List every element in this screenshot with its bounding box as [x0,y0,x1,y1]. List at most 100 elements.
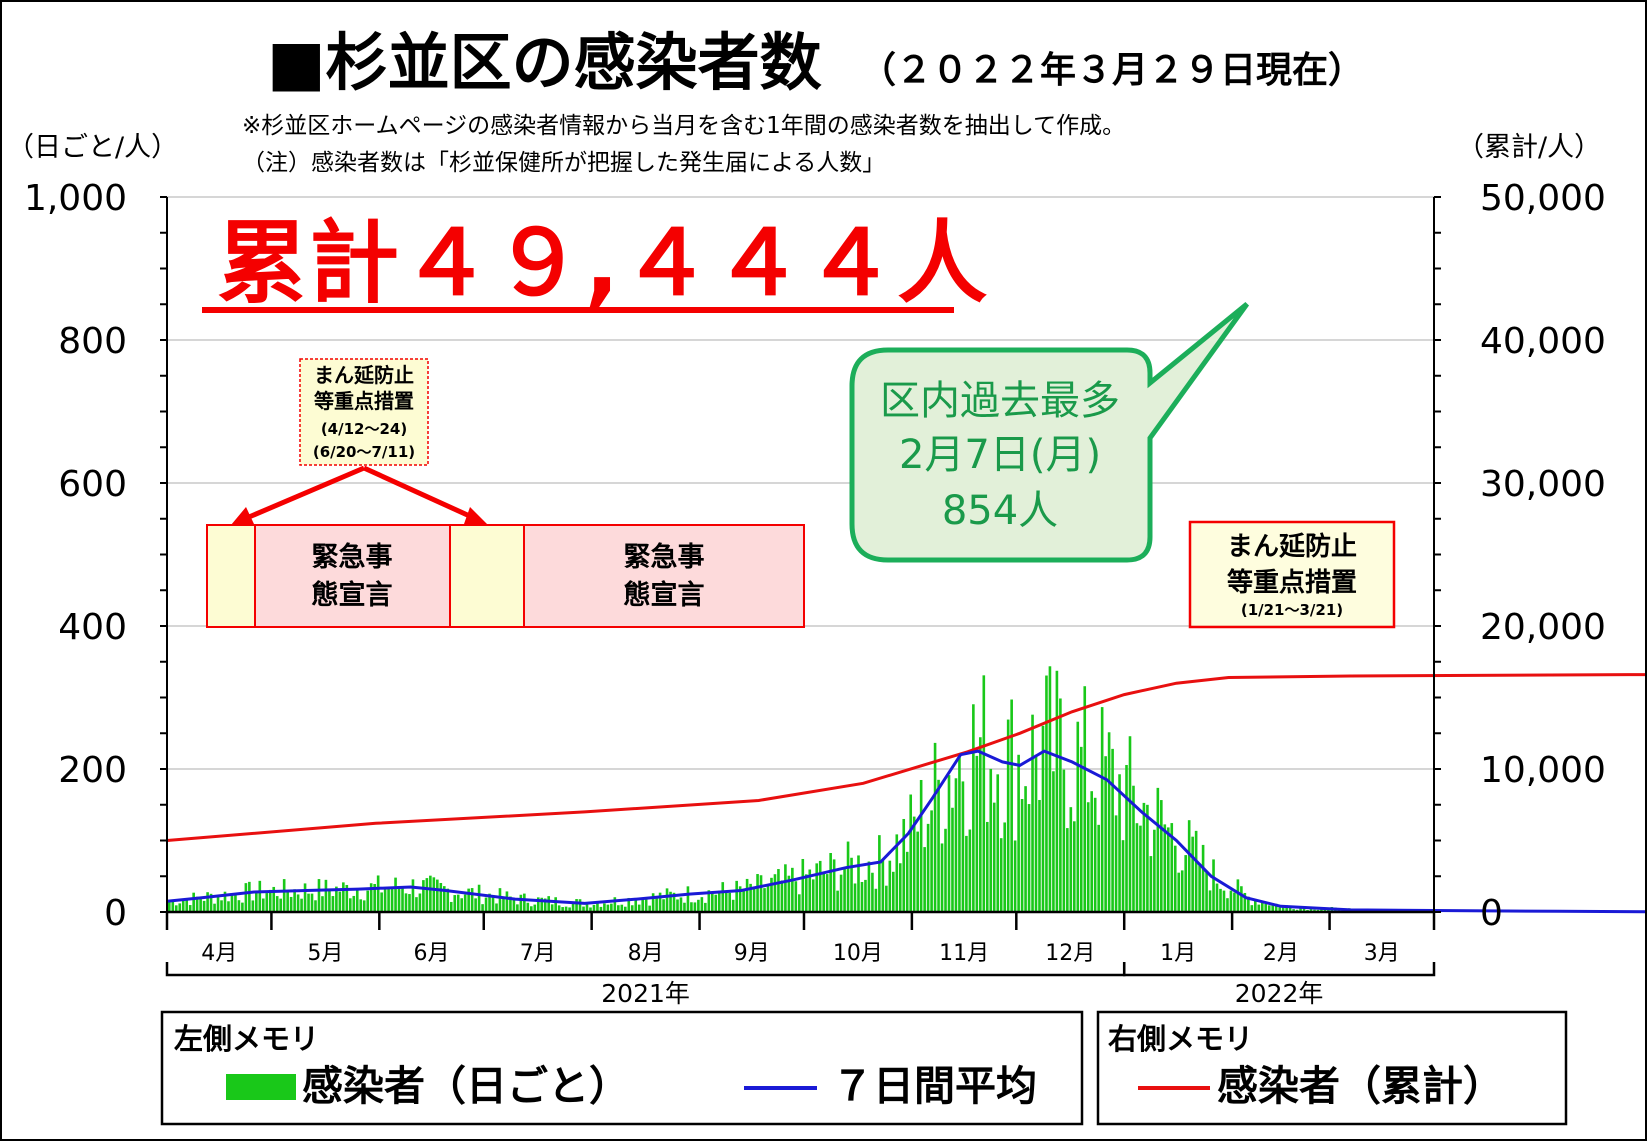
daily-bar [342,882,345,912]
daily-bar [832,859,836,912]
month-label: 9月 [734,941,770,966]
daily-bar [1257,904,1261,912]
daily-bar [314,900,317,912]
daily-bar [345,884,349,912]
daily-bar [658,892,662,912]
month-label: 7月 [520,941,556,966]
daily-bar [697,899,700,912]
daily-bar [843,869,846,912]
daily-bar [1229,890,1233,912]
daily-bar [550,904,554,912]
daily-bar [818,860,822,912]
daily-bar [944,828,947,912]
daily-bar [1149,856,1153,912]
daily-bar [885,885,888,912]
daily-bar [1271,903,1275,912]
daily-bar [979,737,982,912]
callout-line-1: 区内過去最多 [880,378,1120,424]
daily-bar [415,897,418,912]
daily-bar [669,891,672,912]
daily-bar [1187,820,1191,912]
daily-bar [1045,675,1048,912]
daily-bar [1111,748,1114,912]
daily-bar [972,704,975,912]
daily-bar [355,889,359,912]
daily-bar [286,891,289,912]
daily-bar [234,894,237,912]
daily-bar [429,875,432,912]
right-tick-label: 10,000 [1480,750,1606,791]
legend-avg-label: ７日間平均 [832,1062,1037,1110]
daily-bar [846,841,850,912]
cumulative-banner: 累計４９,４４４人 [217,211,989,316]
right-tick-label: 40,000 [1480,321,1606,362]
daily-bar [892,871,895,912]
daily-bar [1079,746,1083,912]
daily-bar [898,863,902,912]
daily-bar [620,904,624,912]
manbou-note-line-3: (4/12～24) [321,420,407,438]
daily-bar [933,742,937,912]
daily-bar [1059,698,1062,912]
measure-overlays: 緊急事態宣言緊急事態宣言まん延防止等重点措置(4/12～24)(6/20～7/1… [206,358,1396,629]
daily-bar [509,896,512,912]
daily-bar [241,902,244,912]
arrow-right-shaft [362,465,476,521]
daily-bar [610,903,613,912]
manbou-2022-line-2: 等重点措置 [1227,567,1357,598]
daily-bar [905,851,909,912]
month-label: 1月 [1160,941,1196,966]
daily-bar [808,869,812,912]
callout-bubble [849,302,1250,563]
daily-bar [1222,890,1226,912]
manbou-note-line-2: 等重点措置 [314,389,414,413]
manbou-2022-line-3: (1/21～3/21) [1241,601,1343,619]
daily-bar [867,861,871,912]
daily-bar [1250,905,1254,912]
daily-bar [655,897,658,912]
daily-bar [679,897,683,912]
month-label: 12月 [1045,941,1095,966]
daily-bar [449,901,453,912]
daily-bar [568,907,571,912]
daily-bar [693,902,697,912]
daily-bar [362,900,366,912]
daily-bar [1069,807,1073,912]
daily-bar [178,903,182,912]
daily-bar [627,897,631,912]
daily-bar [1006,719,1010,912]
daily-bar [502,897,505,912]
daily-bar [589,907,592,912]
daily-bar [940,843,944,912]
daily-bar [223,891,227,912]
daily-bar [717,890,721,912]
daily-bar [644,899,648,912]
daily-bar [1121,840,1125,912]
daily-bar [787,875,791,912]
daily-bar [1236,879,1240,912]
daily-bar [1274,903,1278,912]
arrow-right-head [464,507,487,524]
daily-bar [488,893,491,912]
daily-bar [1247,896,1250,912]
daily-bar [850,857,853,912]
daily-bar [1219,888,1222,912]
daily-bar [279,898,282,912]
daily-bar [1017,754,1020,912]
emergency-2-line-1: 緊急事 [624,541,705,573]
daily-bar [1024,786,1027,912]
daily-bar [408,894,411,912]
daily-bar [634,900,638,912]
daily-bar [996,774,1000,912]
daily-bar [536,897,540,912]
daily-bar [1153,829,1156,912]
daily-bar [1013,840,1017,912]
x-axis-labels: 4月 5月 6月 7月 8月 9月 10月 11月 12月 1月 2月 3月 2021年 2022年 [165,912,1436,1008]
daily-bar [794,881,798,912]
daily-bar [519,894,523,912]
daily-bar [373,884,376,912]
daily-bar [1208,890,1212,912]
daily-bar [439,882,443,912]
right-tick-label: 30,000 [1480,464,1606,505]
left-tick-label: 400 [58,607,127,648]
